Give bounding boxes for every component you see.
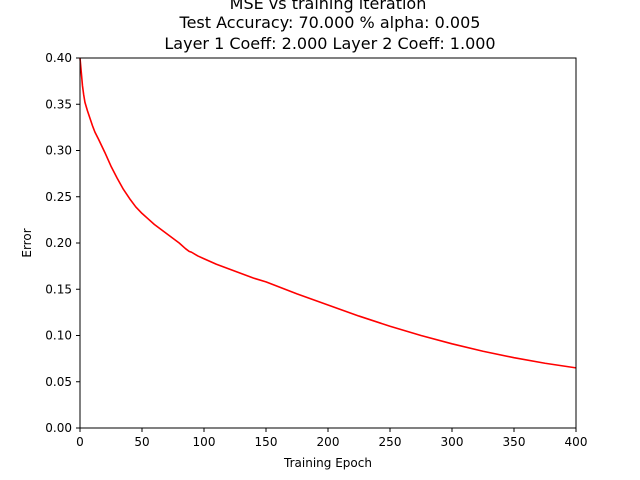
x-tick-label: 300 — [441, 435, 464, 449]
x-tick-label: 100 — [193, 435, 216, 449]
x-tick-label: 250 — [379, 435, 402, 449]
x-tick-label: 400 — [565, 435, 588, 449]
title-line-3: Layer 1 Coeff: 2.000 Layer 2 Coeff: 1.00… — [164, 34, 495, 53]
y-tick-label: 0.25 — [45, 190, 72, 204]
y-tick-label: 0.00 — [45, 421, 72, 435]
x-tick-label: 50 — [134, 435, 149, 449]
series-line — [79, 57, 577, 369]
x-tick-label: 350 — [503, 435, 526, 449]
y-tick-label: 0.35 — [45, 97, 72, 111]
plot-frame — [79, 57, 577, 429]
x-tick-label: 150 — [255, 435, 278, 449]
y-tick-label: 0.15 — [45, 282, 72, 296]
x-tick-label: 200 — [317, 435, 340, 449]
series-layer — [79, 57, 577, 369]
y-tick-label: 0.20 — [45, 236, 72, 250]
y-axis-label: Error — [20, 228, 34, 257]
title-line-1: MSE vs training iteration — [230, 0, 427, 13]
y-tick-label: 0.40 — [45, 51, 72, 65]
chart-title: MSE vs training iteration Test Accuracy:… — [164, 0, 495, 53]
x-axis-label: Training Epoch — [283, 456, 372, 470]
x-tick-label: 0 — [76, 435, 84, 449]
y-tick-label: 0.30 — [45, 144, 72, 158]
title-line-2: Test Accuracy: 70.000 % alpha: 0.005 — [179, 13, 481, 32]
y-tick-label: 0.05 — [45, 375, 72, 389]
ticks: 0 50 100 150 200 250 300 350 400 0.00 0.05 0.10 0.15… — [45, 51, 587, 449]
y-tick-label: 0.10 — [45, 329, 72, 343]
